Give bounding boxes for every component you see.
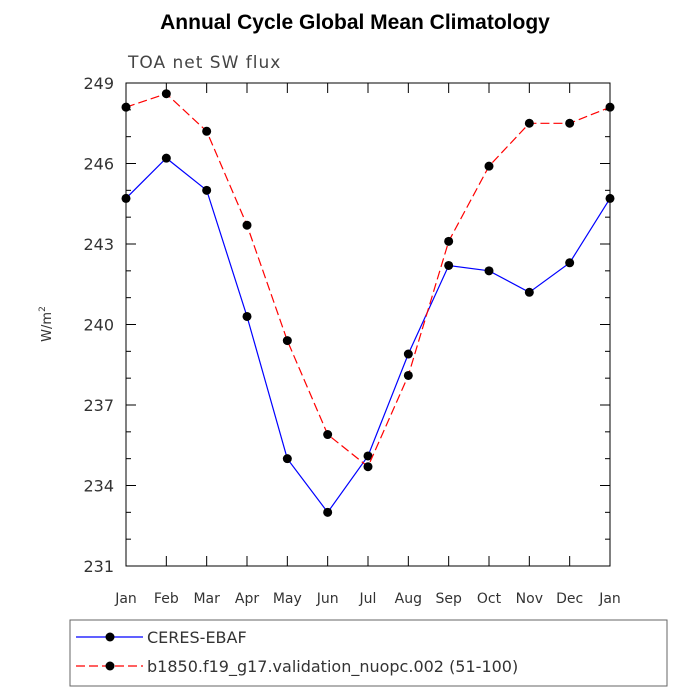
series-1-point bbox=[363, 451, 373, 461]
series-2-point bbox=[605, 102, 615, 112]
series-1-point bbox=[565, 258, 575, 268]
series-2-point bbox=[161, 89, 171, 99]
series-layer bbox=[121, 89, 615, 517]
legend-marker-1 bbox=[105, 632, 115, 642]
series-1-point bbox=[524, 287, 534, 297]
legend: CERES-EBAF b1850.f19_g17.validation_nuopc… bbox=[76, 628, 518, 677]
series-2-point bbox=[202, 126, 212, 136]
y-axis-label-superscript: 2 bbox=[38, 306, 48, 312]
x-tick-label: Sep bbox=[435, 591, 462, 607]
series-2-point bbox=[484, 161, 494, 171]
series-2-point bbox=[121, 102, 131, 112]
y-tick-label: 231 bbox=[83, 557, 114, 576]
x-tick-label: Aug bbox=[395, 591, 422, 607]
y-axis-label-main: W/m bbox=[40, 312, 55, 342]
x-axis-ticks: Jan Feb Mar Apr May Jun Jul Aug Sep Oct Nov Dec Jan bbox=[114, 83, 621, 607]
series-1-point bbox=[444, 260, 454, 270]
series-1-point bbox=[202, 185, 212, 195]
series-2-point bbox=[323, 430, 333, 440]
x-tick-label: Nov bbox=[516, 591, 543, 607]
series-1-point bbox=[242, 311, 252, 321]
x-tick-label: Feb bbox=[154, 591, 179, 607]
chart-subtitle: TOA net SW flux bbox=[127, 53, 281, 73]
x-tick-label: Oct bbox=[477, 591, 502, 607]
legend-label-1: CERES-EBAF bbox=[147, 628, 247, 647]
y-tick-label: 249 bbox=[83, 74, 114, 93]
x-tick-label: Dec bbox=[556, 591, 583, 607]
series-1-point bbox=[161, 153, 171, 163]
series-2-point bbox=[565, 118, 575, 128]
series-1-point bbox=[323, 507, 333, 517]
series-2-point bbox=[444, 236, 454, 246]
x-tick-label: Jul bbox=[359, 591, 377, 607]
x-tick-label: May bbox=[273, 591, 302, 607]
y-tick-label: 240 bbox=[83, 316, 114, 335]
series-1-point bbox=[121, 193, 131, 203]
x-tick-label: Jan bbox=[598, 591, 621, 607]
chart-title: Annual Cycle Global Mean Climatology bbox=[160, 11, 550, 34]
legend-box bbox=[69, 619, 668, 687]
y-tick-label: 237 bbox=[83, 396, 114, 415]
series-2-point bbox=[403, 370, 413, 380]
series-1-point bbox=[403, 349, 413, 359]
series-2-point bbox=[524, 118, 534, 128]
series-line-2 bbox=[125, 93, 611, 468]
y-axis-label: W/m2 bbox=[38, 306, 55, 342]
y-tick-label: 234 bbox=[83, 477, 114, 496]
x-tick-label: Mar bbox=[193, 591, 220, 607]
x-tick-label: Jan bbox=[114, 591, 137, 607]
plot-frame bbox=[125, 82, 611, 567]
series-2-point bbox=[242, 220, 252, 230]
series-2-point bbox=[363, 462, 373, 472]
x-tick-label: Apr bbox=[235, 591, 259, 607]
series-1-point bbox=[484, 266, 494, 276]
x-tick-label: Jun bbox=[316, 591, 339, 607]
y-axis-ticks: 231 234 237 240 243 246 249 bbox=[83, 74, 610, 576]
legend-marker-2 bbox=[105, 661, 115, 671]
y-tick-label: 246 bbox=[83, 155, 114, 174]
series-1-point bbox=[282, 454, 292, 464]
series-1-point bbox=[605, 193, 615, 203]
series-2-point bbox=[282, 336, 292, 346]
legend-label-2: b1850.f19_g17.validation_nuopc.002 (51-1… bbox=[147, 657, 518, 677]
y-tick-label: 243 bbox=[83, 235, 114, 254]
